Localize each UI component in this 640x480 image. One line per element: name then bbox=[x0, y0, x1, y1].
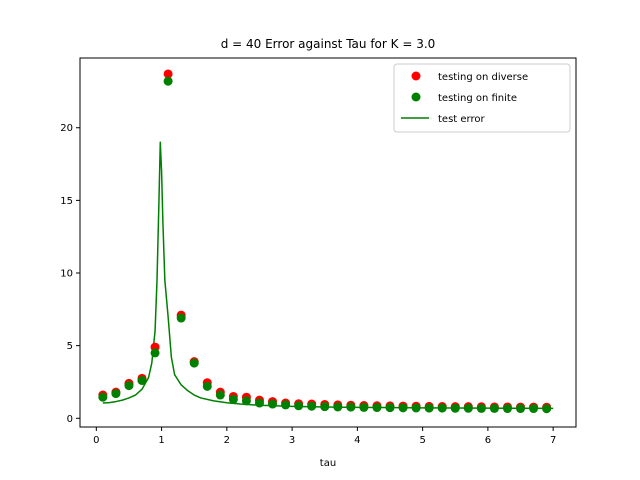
point-testing-on-finite bbox=[437, 403, 447, 413]
point-testing-on-finite bbox=[359, 402, 369, 412]
point-testing-on-finite bbox=[137, 376, 147, 386]
legend-marker bbox=[411, 71, 421, 81]
y-tick-label: 10 bbox=[60, 269, 73, 280]
point-testing-on-finite bbox=[516, 404, 526, 414]
point-testing-on-finite bbox=[124, 381, 134, 391]
point-testing-on-finite bbox=[189, 358, 199, 368]
y-tick-label: 0 bbox=[67, 414, 73, 425]
point-testing-on-finite bbox=[476, 403, 486, 413]
x-tick-label: 5 bbox=[419, 435, 425, 446]
point-testing-on-diverse bbox=[163, 69, 173, 79]
chart-title: d = 40 Error against Tau for K = 3.0 bbox=[221, 37, 436, 51]
point-testing-on-finite bbox=[463, 403, 473, 413]
point-testing-on-finite bbox=[281, 400, 291, 410]
point-testing-on-finite bbox=[385, 403, 395, 413]
legend-label: testing on diverse bbox=[438, 72, 528, 83]
legend-label: testing on finite bbox=[438, 93, 517, 104]
point-testing-on-finite bbox=[529, 404, 539, 414]
legend-marker bbox=[411, 92, 421, 102]
point-testing-on-finite bbox=[372, 403, 382, 413]
point-testing-on-finite bbox=[307, 401, 317, 411]
point-testing-on-finite bbox=[424, 403, 434, 413]
x-tick-label: 2 bbox=[224, 435, 230, 446]
point-testing-on-finite bbox=[450, 403, 460, 413]
x-axis-label: tau bbox=[320, 458, 336, 469]
x-tick-label: 4 bbox=[354, 435, 360, 446]
y-tick-label: 5 bbox=[67, 341, 73, 352]
point-testing-on-finite bbox=[320, 402, 330, 412]
point-testing-on-finite bbox=[202, 381, 212, 391]
x-tick-label: 0 bbox=[93, 435, 99, 446]
point-testing-on-finite bbox=[502, 404, 512, 414]
y-tick-label: 15 bbox=[60, 196, 73, 207]
point-testing-on-finite bbox=[294, 401, 304, 411]
legend: testing on diverse testing on finite test … bbox=[393, 63, 571, 133]
point-testing-on-finite bbox=[163, 76, 173, 86]
point-testing-on-finite bbox=[333, 402, 343, 412]
point-testing-on-finite bbox=[150, 348, 160, 358]
point-testing-on-finite bbox=[228, 394, 238, 404]
point-testing-on-finite bbox=[215, 390, 225, 400]
legend-box bbox=[393, 63, 571, 133]
legend-label: test error bbox=[438, 114, 485, 125]
plot-frame bbox=[79, 57, 577, 428]
x-tick-label: 3 bbox=[289, 435, 295, 446]
point-testing-on-finite bbox=[398, 403, 408, 413]
point-testing-on-finite bbox=[489, 403, 499, 413]
x-tick-label: 6 bbox=[485, 435, 491, 446]
point-testing-on-finite bbox=[268, 399, 278, 409]
point-testing-on-finite bbox=[411, 403, 421, 413]
point-testing-on-finite bbox=[98, 392, 108, 402]
point-testing-on-finite bbox=[254, 398, 264, 408]
point-testing-on-finite bbox=[241, 396, 251, 406]
x-tick-label: 7 bbox=[550, 435, 556, 446]
x-tick-label: 1 bbox=[158, 435, 164, 446]
point-testing-on-finite bbox=[346, 402, 356, 412]
y-tick-label: 20 bbox=[60, 123, 73, 134]
point-testing-on-finite bbox=[111, 389, 121, 399]
point-testing-on-finite bbox=[176, 313, 186, 323]
point-testing-on-finite bbox=[542, 404, 552, 414]
